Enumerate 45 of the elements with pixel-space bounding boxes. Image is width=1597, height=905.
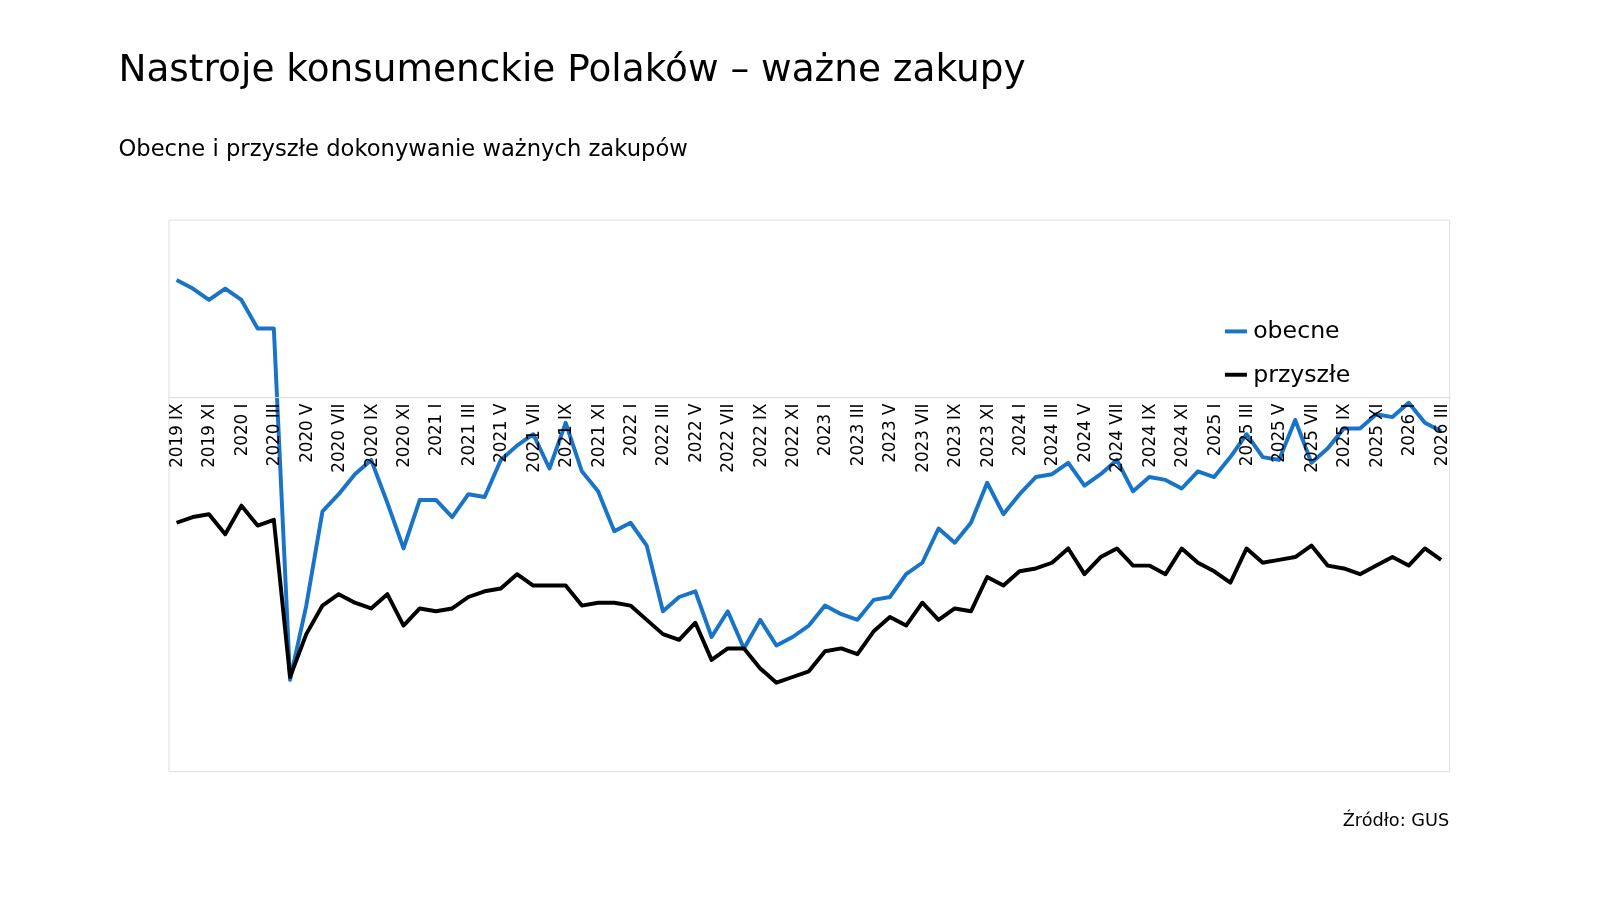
x-tick-label: 2022 VII [717, 403, 738, 473]
x-tick-label: 2021 VII [522, 403, 543, 473]
x-tick-label: 2025 V [1268, 402, 1289, 463]
x-tick-label: 2025 XI [1365, 403, 1386, 468]
x-tick-label: 2020 VII [328, 403, 349, 473]
chart-subtitle: Obecne i przyszłe dokonywanie ważnych zakupów [118, 134, 688, 161]
x-tick-label: 2019 IX [165, 403, 186, 468]
legend-label: obecne [1253, 316, 1340, 345]
x-tick-label: 2024 VII [1106, 403, 1127, 473]
x-tick-label: 2022 XI [782, 403, 803, 468]
x-tick-label: 2024 IX [1138, 403, 1159, 468]
x-tick-label: 2026 I [1398, 403, 1419, 457]
x-tick-label: 2023 XI [976, 403, 997, 468]
x-tick-label: 2021 XI [587, 403, 608, 468]
chart-title: Nastroje konsumenckie Polaków – ważne zakupy [118, 45, 1026, 90]
x-tick-label: 2020 V [295, 402, 316, 463]
x-tick-label: 2023 V [879, 402, 900, 463]
x-tick-label: 2020 I [230, 403, 251, 457]
x-tick-label: 2025 IX [1333, 403, 1354, 468]
x-tick-label: 2022 I [619, 403, 640, 457]
x-tick-label: 2024 V [1073, 402, 1094, 463]
x-tick-label: 2025 VII [1300, 403, 1321, 473]
x-tick-label: 2022 III [652, 403, 673, 467]
x-tick-label: 2024 III [1041, 403, 1062, 467]
x-tick-label: 2020 XI [392, 403, 413, 468]
x-tick-label: 2025 III [1235, 403, 1256, 467]
x-tick-label: 2023 III [846, 403, 867, 467]
x-tick-label: 2024 I [1009, 403, 1030, 457]
x-tick-label: 2019 XI [198, 403, 219, 468]
x-tick-label: 2021 IX [555, 403, 576, 468]
x-tick-label: 2023 I [814, 403, 835, 457]
x-tick-label: 2022 IX [749, 403, 770, 468]
x-tick-label: 2026 III [1430, 403, 1451, 467]
x-tick-label: 2023 VII [911, 403, 932, 473]
x-tick-label: 2020 IX [360, 403, 381, 468]
x-tick-label: 2021 III [457, 403, 478, 467]
x-tick-label: 2025 I [1203, 403, 1224, 457]
x-tick-label: 2021 V [490, 402, 511, 463]
x-tick-label: 2020 III [263, 403, 284, 467]
legend-label: przyszłe [1253, 359, 1351, 388]
x-tick-label: 2023 IX [944, 403, 965, 468]
x-tick-label: 2021 I [425, 403, 446, 457]
x-tick-label: 2022 V [684, 402, 705, 463]
x-tick-label: 2024 XI [1171, 403, 1192, 468]
text: Źródło: GUS [1342, 809, 1450, 831]
